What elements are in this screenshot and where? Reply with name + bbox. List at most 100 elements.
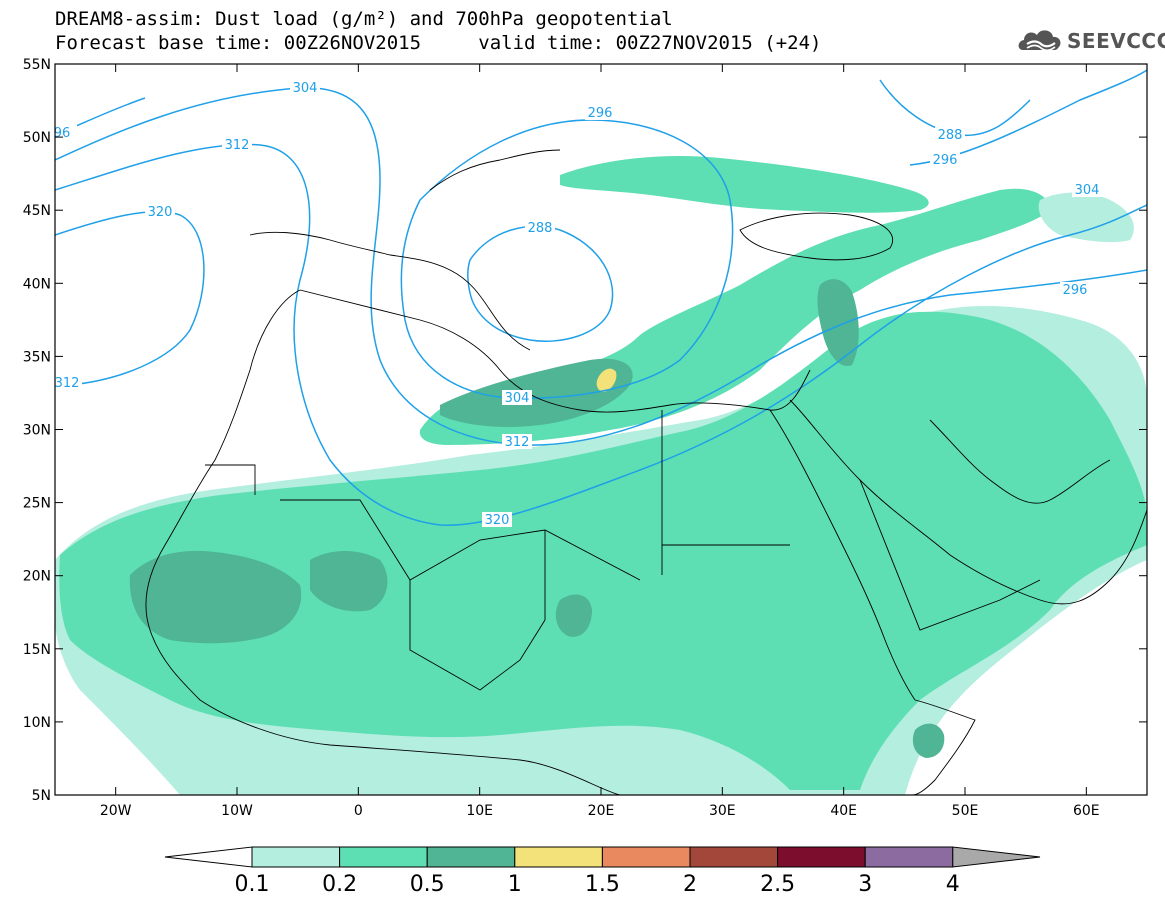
colorbar-extend-high: [952, 846, 1041, 868]
coastline-arabia: [789, 399, 1147, 605]
seevccc-logo: SEEVCCC: [1015, 24, 1165, 58]
dust-core-mali: [310, 551, 388, 612]
latitude-ticks: 55N 50N 45N 40N 35N 30N 25N 20N 15N 10N 5N: [23, 57, 1147, 804]
lat-tick-label: 40N: [23, 276, 51, 292]
contour-label-bg: [935, 127, 965, 142]
contour-label-bg: [290, 80, 320, 95]
contour-label-bg: [525, 220, 555, 235]
colorbar-bin: [689, 846, 779, 868]
contour-label-bg: [502, 390, 532, 405]
colorbar-extend-low: [164, 846, 253, 868]
coastline-north-africa: [299, 289, 811, 413]
colorbar-label: 0.1: [235, 872, 270, 897]
contour-label: 296: [1063, 283, 1088, 298]
contour-label-bg: [145, 204, 175, 219]
dust-region-caspian: [1038, 192, 1134, 243]
contour-label: 320: [148, 205, 173, 220]
map-title: DREAM8-assim: Dust load (g/m²) and 700hP…: [55, 8, 673, 30]
valid-time: 00Z27NOV2015 (+24): [615, 32, 822, 54]
lon-tick-label: 50E: [952, 803, 979, 819]
logo-text: SEEVCCC: [1067, 29, 1165, 53]
dust-peak-libya: [596, 368, 617, 392]
coastline-west-africa: [145, 289, 621, 795]
contour-line: [55, 211, 205, 386]
contour-label: 96: [54, 126, 71, 141]
map-subtitle: Forecast base time: 00Z26NOV2015 valid t…: [55, 32, 821, 54]
lat-tick-label: 30N: [23, 423, 51, 439]
lon-tick-label: 40E: [830, 803, 857, 819]
colorbar-bin: [426, 846, 516, 868]
colorbar-label: 2.5: [760, 872, 795, 897]
lon-tick-label: 20W: [100, 803, 132, 819]
dust-core-somalia: [912, 723, 945, 758]
coastline-red-sea: [769, 409, 916, 701]
colorbar-label: 1.5: [585, 872, 620, 897]
dust-field: [55, 155, 1147, 795]
contour-label: 320: [485, 513, 510, 528]
contour-line: [400, 119, 734, 399]
dust-core-west-africa: [129, 550, 302, 644]
colorbar-bin: [777, 846, 866, 868]
border-sahara: [205, 464, 641, 581]
lon-tick-label: 20E: [588, 803, 615, 819]
colorbar-label: 2: [683, 872, 697, 897]
lon-tick-label: 10E: [466, 803, 493, 819]
contour-label-bg: [482, 512, 512, 527]
contour-line: [55, 143, 1147, 526]
longitude-ticks: 20W 10W 0 10E 20E 30E 40E 50E 60E: [100, 64, 1100, 819]
coastline-persian-gulf: [929, 419, 1111, 504]
contour-label-bg: [930, 152, 960, 167]
coastlines-and-borders: [145, 149, 1147, 795]
contour-label-bg: [52, 375, 82, 390]
contour-label-bg: [502, 434, 532, 449]
colorbar-label: 3: [858, 872, 872, 897]
dust-region-sahel-mid: [59, 311, 1147, 790]
border-mali-niger: [409, 530, 546, 691]
colorbar-label: 0.5: [410, 872, 445, 897]
base-time: 00Z26NOV2015: [283, 32, 422, 54]
coastline-black-sea: [739, 212, 893, 261]
colorbar: 0.1 0.2 0.5 1 1.5 2 2.5 3 4: [164, 846, 1041, 897]
base-time-label: Forecast base time:: [55, 32, 273, 54]
colorbar-bin: [864, 846, 954, 868]
valid-time-label: valid time:: [478, 32, 605, 54]
lat-tick-label: 55N: [23, 57, 51, 73]
lat-tick-label: 35N: [23, 349, 51, 365]
colorbar-bin: [251, 846, 341, 868]
colorbar-bin: [514, 846, 603, 868]
border-arabia: [859, 479, 1041, 631]
cloud-logo-icon: [1018, 30, 1061, 52]
contour-label: 288: [938, 128, 963, 143]
contour-label: 312: [505, 435, 530, 450]
contour-label: 304: [505, 391, 530, 406]
lon-tick-label: 0: [354, 803, 363, 819]
coastline-east-africa: [911, 699, 976, 795]
dust-core-chad: [555, 594, 592, 637]
contour-label-bg: [1072, 182, 1102, 197]
lat-tick-label: 25N: [23, 496, 51, 512]
lon-tick-label: 60E: [1073, 803, 1100, 819]
contour-label: 296: [933, 153, 958, 168]
dust-region-balkans: [560, 155, 929, 213]
contour-label: 288: [528, 221, 553, 236]
dust-core-iraq: [817, 279, 859, 366]
contour-label: 304: [293, 81, 318, 96]
lat-tick-label: 45N: [23, 203, 51, 219]
contour-label: 312: [55, 376, 80, 391]
contour-labels: 304 312 320 96 296 288 296 304 312 320 312 296 288 30…: [47, 80, 1102, 528]
coastline-europe: [249, 149, 561, 351]
colorbar-label: 0.2: [322, 872, 357, 897]
contour-label: 312: [225, 138, 250, 153]
dust-core-libya: [440, 358, 633, 427]
contour-label-bg: [585, 105, 615, 120]
lat-tick-label: 50N: [23, 130, 51, 146]
lat-tick-label: 5N: [32, 788, 51, 804]
contour-label: 296: [588, 106, 613, 121]
colorbar-bin: [339, 846, 428, 868]
lat-tick-label: 15N: [23, 642, 51, 658]
lon-tick-label: 10W: [221, 803, 253, 819]
lon-tick-label: 30E: [709, 803, 736, 819]
contour-label-bg: [222, 137, 252, 152]
lat-tick-label: 10N: [23, 715, 51, 731]
